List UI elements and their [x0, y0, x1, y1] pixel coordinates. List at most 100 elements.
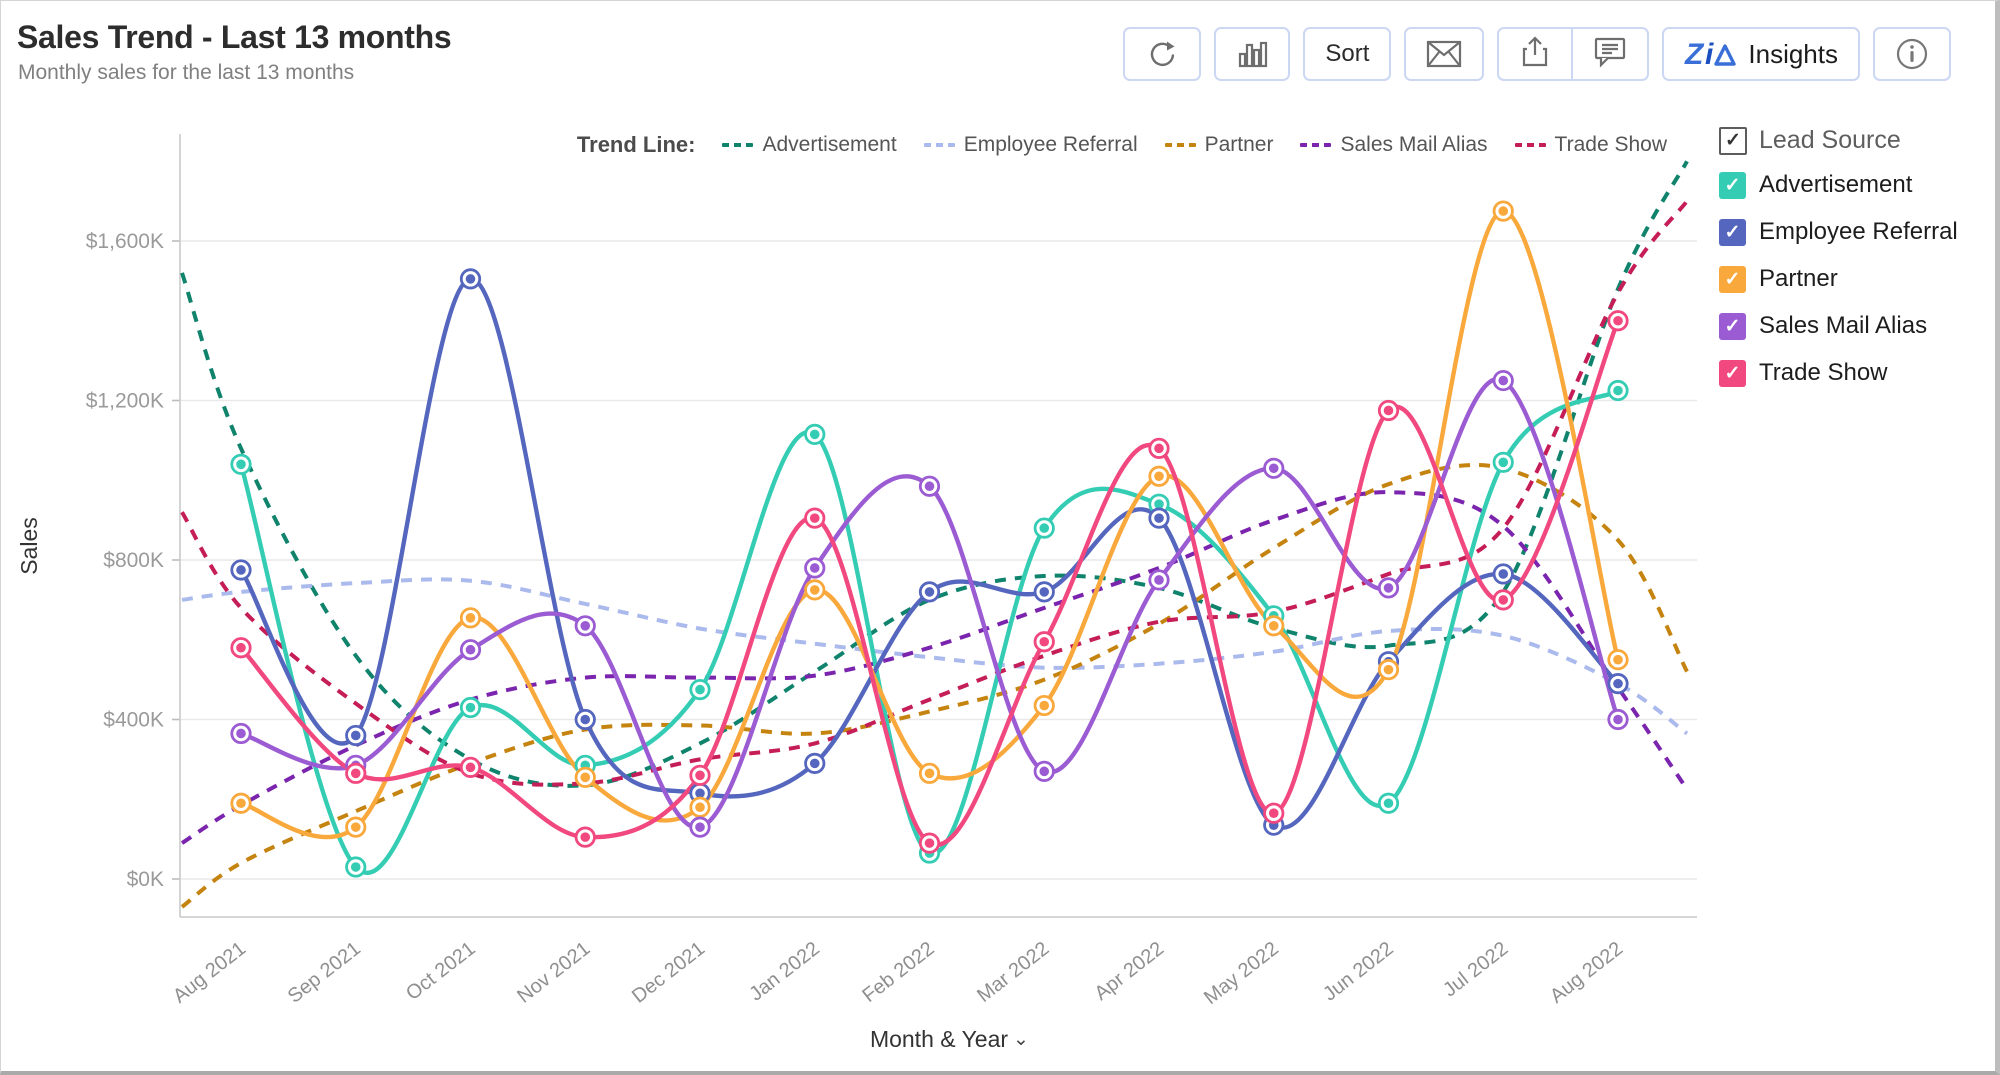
legend-item-employee-referral[interactable]: ✓ Employee Referral	[1719, 218, 1958, 246]
data-point-partner-aug-2021[interactable]	[230, 792, 252, 814]
series-line-trade-show[interactable]	[239, 319, 1621, 848]
data-point-sales-mail-alias-dec-2021[interactable]	[689, 816, 711, 838]
trend-legend-item-trade-show[interactable]: Trade Show	[1514, 133, 1667, 157]
lead-source-legend-title: Lead Source	[1759, 126, 1901, 154]
data-point-partner-aug-2022[interactable]	[1607, 649, 1629, 671]
data-point-trade-show-nov-2021[interactable]	[574, 826, 596, 848]
data-point-trade-show-jul-2022[interactable]	[1492, 589, 1514, 611]
series-line-advertisement[interactable]	[238, 388, 1620, 875]
data-point-partner-feb-2022[interactable]	[918, 762, 941, 784]
data-point-partner-may-2022[interactable]	[1263, 615, 1285, 637]
svg-text:i: i	[1705, 38, 1714, 71]
data-point-trade-show-mar-2022[interactable]	[1033, 631, 1055, 653]
legend-item-advertisement[interactable]: ✓ Advertisement	[1719, 171, 1958, 199]
data-point-advertisement-dec-2021[interactable]	[689, 678, 711, 701]
legend-item-checkbox[interactable]: ✓	[1719, 171, 1746, 199]
trend-legend-item-employee-referral[interactable]: Employee Referral	[923, 133, 1138, 157]
zia-logo-icon: Z i	[1684, 36, 1742, 72]
share-button[interactable]	[1499, 29, 1571, 79]
data-point-sales-mail-alias-nov-2021[interactable]	[574, 615, 596, 637]
data-point-employee-referral-oct-2021[interactable]	[459, 268, 482, 290]
x-axis-title[interactable]: Month & Year	[870, 1026, 1008, 1052]
data-point-employee-referral-jul-2022[interactable]	[1492, 563, 1514, 585]
data-point-partner-jan-2022[interactable]	[804, 579, 826, 601]
legend-item-trade-show[interactable]: ✓ Trade Show	[1719, 359, 1958, 387]
legend-item-partner[interactable]: ✓ Partner	[1719, 265, 1958, 293]
data-point-trade-show-aug-2022[interactable]	[1607, 310, 1629, 332]
data-point-trade-show-apr-2022[interactable]	[1148, 437, 1170, 459]
data-point-partner-mar-2022[interactable]	[1033, 694, 1055, 717]
lead-source-legend-header[interactable]: ✓ Lead Source	[1719, 126, 1958, 155]
data-point-employee-referral-sep-2021[interactable]	[345, 724, 367, 747]
legend-item-sales-mail-alias[interactable]: ✓ Sales Mail Alias	[1719, 312, 1958, 340]
data-point-advertisement-oct-2021[interactable]	[459, 696, 482, 719]
data-point-trade-show-feb-2022[interactable]	[918, 832, 941, 854]
data-point-advertisement-sep-2021[interactable]	[345, 856, 367, 878]
series-line-partner[interactable]	[240, 208, 1621, 840]
data-point-trade-show-jan-2022[interactable]	[804, 507, 826, 529]
data-point-partner-sep-2021[interactable]	[345, 816, 367, 838]
data-point-employee-referral-aug-2022[interactable]	[1607, 673, 1629, 695]
data-point-sales-mail-alias-feb-2022[interactable]	[918, 475, 941, 497]
data-point-trade-show-aug-2021[interactable]	[230, 637, 252, 659]
legend-item-checkbox[interactable]: ✓	[1719, 218, 1746, 246]
data-point-employee-referral-nov-2021[interactable]	[574, 708, 596, 731]
data-point-partner-dec-2021[interactable]	[689, 796, 711, 818]
y-axis-title: Sales	[16, 517, 42, 575]
refresh-button[interactable]	[1123, 27, 1202, 81]
data-point-partner-jun-2022[interactable]	[1377, 659, 1400, 681]
chevron-down-icon[interactable]: ⌄	[1013, 1029, 1029, 1050]
trend-line-advertisement[interactable]	[180, 160, 1689, 788]
mail-icon	[1426, 40, 1462, 68]
data-point-partner-nov-2021[interactable]	[574, 766, 596, 788]
trend-line-employee-referral[interactable]	[181, 577, 1689, 736]
email-button[interactable]	[1404, 27, 1485, 81]
data-point-employee-referral-mar-2022[interactable]	[1033, 581, 1055, 603]
trend-legend-item-sales-mail-alias[interactable]: Sales Mail Alias	[1300, 133, 1488, 157]
comment-button[interactable]	[1571, 29, 1647, 79]
series-line-employee-referral[interactable]	[239, 276, 1620, 830]
data-point-partner-jul-2022[interactable]	[1492, 200, 1514, 222]
data-point-employee-referral-feb-2022[interactable]	[918, 581, 941, 603]
data-point-partner-oct-2021[interactable]	[459, 607, 482, 629]
data-point-trade-show-jun-2022[interactable]	[1377, 399, 1400, 422]
trend-line-trade-show[interactable]	[180, 199, 1689, 787]
data-point-trade-show-dec-2021[interactable]	[689, 764, 711, 786]
data-point-advertisement-jun-2022[interactable]	[1377, 792, 1400, 814]
data-point-partner-apr-2022[interactable]	[1148, 465, 1170, 487]
data-point-employee-referral-aug-2021[interactable]	[230, 559, 252, 581]
data-point-trade-show-may-2022[interactable]	[1263, 802, 1285, 824]
chart-type-button[interactable]	[1214, 27, 1291, 81]
legend-item-checkbox[interactable]: ✓	[1719, 359, 1746, 387]
trend-legend-item-partner[interactable]: Partner	[1164, 133, 1273, 157]
data-point-employee-referral-apr-2022[interactable]	[1148, 507, 1170, 529]
data-point-sales-mail-alias-apr-2022[interactable]	[1148, 569, 1170, 591]
data-point-sales-mail-alias-aug-2022[interactable]	[1607, 708, 1629, 731]
data-point-sales-mail-alias-may-2022[interactable]	[1263, 457, 1285, 479]
legend-item-checkbox[interactable]: ✓	[1719, 265, 1746, 293]
data-point-employee-referral-jan-2022[interactable]	[804, 752, 826, 774]
data-point-advertisement-jul-2022[interactable]	[1492, 451, 1514, 473]
data-point-sales-mail-alias-jul-2022[interactable]	[1492, 369, 1514, 392]
data-point-sales-mail-alias-jun-2022[interactable]	[1377, 577, 1400, 599]
trend-line-partner[interactable]	[180, 463, 1689, 909]
series-line-sales-mail-alias[interactable]	[240, 376, 1621, 830]
info-button[interactable]	[1873, 27, 1951, 81]
data-point-advertisement-aug-2022[interactable]	[1607, 379, 1629, 402]
data-point-sales-mail-alias-jan-2022[interactable]	[804, 557, 826, 579]
x-axis-tick-label: Feb 2022	[858, 938, 938, 1007]
lead-source-checkbox[interactable]: ✓	[1719, 126, 1747, 155]
zia-insights-button[interactable]: Z i Insights	[1662, 27, 1860, 81]
data-point-trade-show-sep-2021[interactable]	[345, 762, 367, 784]
sort-button[interactable]: Sort	[1303, 27, 1392, 81]
data-point-sales-mail-alias-aug-2021[interactable]	[230, 722, 252, 745]
data-point-advertisement-jan-2022[interactable]	[804, 423, 826, 445]
data-point-advertisement-aug-2021[interactable]	[230, 453, 252, 475]
data-point-trade-show-oct-2021[interactable]	[459, 756, 482, 778]
data-point-sales-mail-alias-oct-2021[interactable]	[459, 639, 482, 661]
data-point-advertisement-mar-2022[interactable]	[1033, 517, 1055, 539]
legend-item-checkbox[interactable]: ✓	[1719, 312, 1746, 340]
trend-legend-item-advertisement[interactable]: Advertisement	[722, 133, 897, 157]
data-point-sales-mail-alias-mar-2022[interactable]	[1033, 760, 1055, 782]
